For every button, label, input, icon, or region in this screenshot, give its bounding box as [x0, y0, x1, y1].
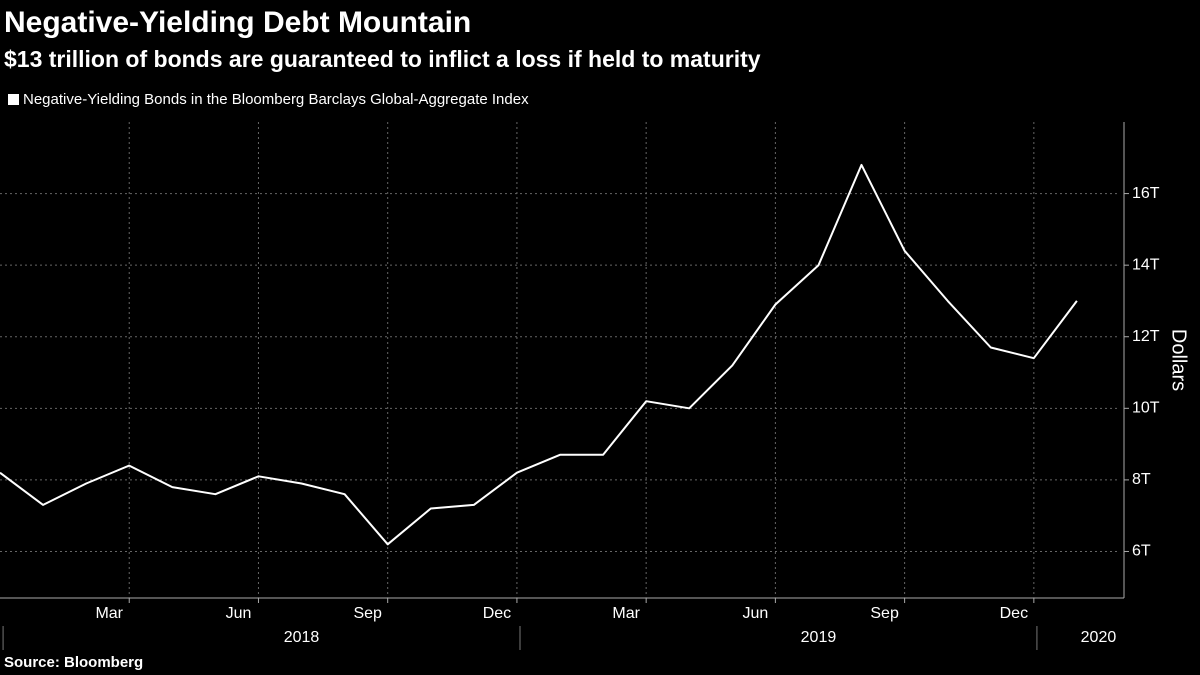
- x-tick-label: Mar: [95, 605, 123, 622]
- chart-title: Negative-Yielding Debt Mountain: [4, 6, 471, 39]
- y-axis-title: Dollars: [1168, 329, 1190, 391]
- x-tick-label: Dec: [483, 605, 511, 622]
- x-tick-label: Jun: [226, 605, 252, 622]
- y-tick-label: 6T: [1132, 543, 1151, 560]
- legend-label: Negative-Yielding Bonds in the Bloomberg…: [23, 91, 529, 108]
- x-tick-label: Jun: [742, 605, 768, 622]
- y-tick-label: 10T: [1132, 400, 1160, 417]
- x-tick-label: Dec: [1000, 605, 1028, 622]
- x-tick-label: Sep: [870, 605, 899, 622]
- x-tick-label: Sep: [353, 605, 382, 622]
- chart-subtitle: $13 trillion of bonds are guaranteed to …: [4, 46, 761, 72]
- year-label: 2019: [801, 629, 837, 646]
- source: Source: Bloomberg: [4, 654, 143, 671]
- y-tick-label: 14T: [1132, 256, 1160, 273]
- year-label: 2020: [1081, 629, 1117, 646]
- year-label: 2018: [284, 629, 320, 646]
- legend-swatch: [8, 94, 19, 105]
- x-tick-label: Mar: [612, 605, 640, 622]
- series-line: [0, 163, 1078, 546]
- y-tick-label: 12T: [1132, 328, 1160, 345]
- y-tick-label: 16T: [1132, 185, 1160, 202]
- y-tick-label: 8T: [1132, 471, 1151, 488]
